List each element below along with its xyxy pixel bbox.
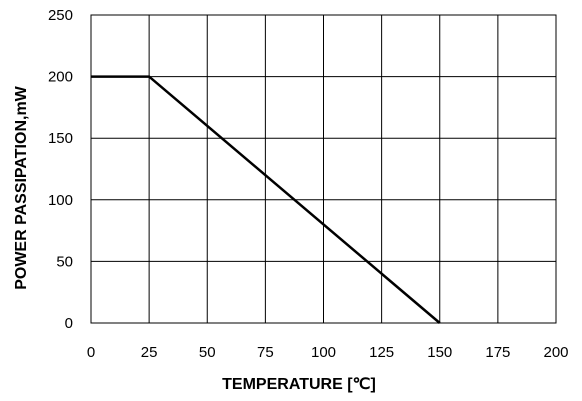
y-axis-label: POWER PASSIPATION,mW xyxy=(13,85,30,289)
plot-frame xyxy=(90,14,557,324)
y-tick-label: 50 xyxy=(56,253,73,270)
x-tick-label: 175 xyxy=(485,344,510,361)
x-tick-label: 0 xyxy=(87,344,95,361)
x-tick-label: 75 xyxy=(257,344,274,361)
y-tick-label: 100 xyxy=(48,192,73,209)
x-tick-label: 100 xyxy=(311,344,336,361)
x-tick-labels: 0 25 50 75 100 125 150 175 200 xyxy=(87,344,569,361)
y-tick-label: 200 xyxy=(48,69,73,86)
series-group xyxy=(91,75,441,324)
x-tick-label: 150 xyxy=(427,344,452,361)
x-tick-label: 200 xyxy=(543,344,568,361)
y-tick-labels: 0 50 100 150 200 250 xyxy=(48,7,73,332)
y-tick-label: 150 xyxy=(48,130,73,147)
x-tick-label: 50 xyxy=(199,344,216,361)
x-axis-label: TEMPERATURE [℃] xyxy=(222,376,376,393)
x-tick-label: 125 xyxy=(369,344,394,361)
x-tick-label: 25 xyxy=(141,344,158,361)
y-tick-label: 0 xyxy=(65,315,73,332)
grid xyxy=(91,15,556,323)
series-line xyxy=(91,75,441,324)
y-tick-label: 250 xyxy=(48,7,73,24)
